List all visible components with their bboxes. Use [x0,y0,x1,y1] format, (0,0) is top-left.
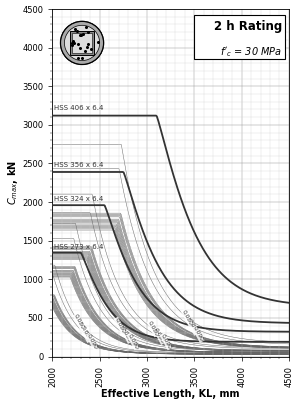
FancyBboxPatch shape [194,15,286,60]
Text: 0.085: 0.085 [153,328,166,345]
Text: 0.085: 0.085 [120,326,132,344]
Text: 0.080: 0.080 [114,317,126,334]
Text: 0.085: 0.085 [186,318,199,335]
Text: 2 h Rating: 2 h Rating [214,20,282,33]
Text: 0.080: 0.080 [147,320,159,337]
Text: HSS 273 x 6.4: HSS 273 x 6.4 [54,243,104,249]
X-axis label: Effective Length, KL, mm: Effective Length, KL, mm [101,390,240,399]
Text: 0.090: 0.090 [192,326,204,343]
Text: 0.090: 0.090 [86,334,98,351]
Text: 0.080: 0.080 [73,313,85,331]
Text: 0.085: 0.085 [80,326,92,343]
Text: 0.090: 0.090 [127,333,139,350]
Text: $f'_c$ = 30 MPa: $f'_c$ = 30 MPa [220,45,282,59]
Text: HSS 324 x 6.4: HSS 324 x 6.4 [54,196,104,202]
Text: HSS 356 x 6.4: HSS 356 x 6.4 [54,162,104,168]
Y-axis label: $C_{max}$, kN: $C_{max}$, kN [6,160,19,205]
Text: HSS 406 x 6.4: HSS 406 x 6.4 [54,105,104,111]
Text: 0.080: 0.080 [181,309,193,326]
Text: 0.090: 0.090 [160,333,172,350]
